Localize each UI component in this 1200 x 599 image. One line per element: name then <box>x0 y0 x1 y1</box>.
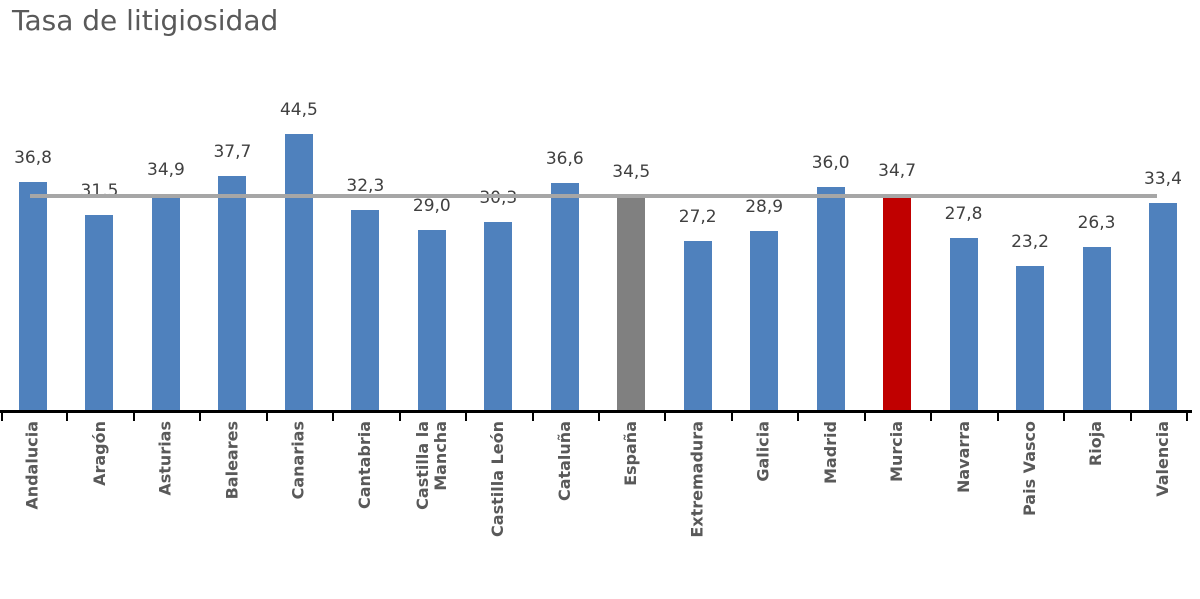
axis-tick <box>265 413 268 421</box>
bar-value-label: 44,5 <box>279 100 318 121</box>
category-label: Aragón <box>89 421 109 486</box>
bar <box>284 134 313 410</box>
bar-value-label: 37,7 <box>213 142 252 163</box>
bar <box>550 183 579 410</box>
axis-tick <box>332 413 335 421</box>
axis-tick <box>1 413 3 421</box>
category-label: Madrid <box>820 421 840 484</box>
category-label: Cataluña <box>554 421 574 502</box>
bar <box>750 230 779 410</box>
category-label: España <box>621 421 641 486</box>
bar-value-label: 33,4 <box>1144 168 1182 189</box>
bar-value-label: 26,3 <box>1077 212 1116 233</box>
bar <box>484 222 513 410</box>
axis-tick <box>465 413 468 421</box>
axis-tick <box>132 413 135 421</box>
bar <box>1148 202 1177 410</box>
bar-value-label: 28,9 <box>745 196 784 217</box>
axis-tick <box>531 413 534 421</box>
bar <box>949 237 978 410</box>
bar <box>883 194 912 410</box>
axis-tick <box>66 413 69 421</box>
bar <box>351 209 380 410</box>
axis-tick <box>730 413 733 421</box>
category-label: Asturias <box>155 421 175 496</box>
bar <box>417 230 446 410</box>
bar <box>218 176 247 410</box>
bar-value-label: 34,7 <box>878 160 917 181</box>
category-label: Murcia <box>887 421 907 482</box>
category-label: Baleares <box>222 421 242 500</box>
bar-value-label: 29,0 <box>412 196 451 217</box>
bar-value-label: 34,5 <box>612 162 651 183</box>
axis-tick <box>797 413 800 421</box>
bar-value-label: 23,2 <box>1011 232 1049 253</box>
category-label: Valencia <box>1152 421 1172 497</box>
axis-tick <box>996 413 999 421</box>
category-label: Castilla la Mancha <box>412 421 450 510</box>
bar <box>19 181 47 410</box>
bar <box>617 196 646 410</box>
axis-tick <box>199 413 202 421</box>
bar-value-label: 27,8 <box>944 203 983 224</box>
average-line <box>30 194 1157 199</box>
bar-value-label: 36,6 <box>545 149 584 170</box>
bar-value-label: 30,3 <box>479 188 518 209</box>
category-label: Andalucia <box>23 421 42 510</box>
category-label: Extremadura <box>687 421 707 538</box>
axis-tick <box>1129 413 1132 421</box>
bar-value-label: 34,9 <box>147 159 185 180</box>
category-label: Canarias <box>288 421 308 500</box>
bar <box>1016 266 1045 410</box>
axis-tick <box>398 413 401 421</box>
bar <box>816 186 845 410</box>
category-label: Navarra <box>953 421 973 493</box>
axis-tick <box>1063 413 1066 421</box>
bar <box>1082 246 1111 410</box>
category-label: Castilla León <box>488 421 508 537</box>
bar-value-label: 27,2 <box>678 207 717 228</box>
bar <box>85 214 114 410</box>
axis-tick <box>597 413 600 421</box>
bar-value-label: 32,3 <box>346 175 385 196</box>
axis-tick <box>664 413 667 421</box>
x-axis-line <box>0 410 1192 413</box>
axis-tick <box>1186 413 1188 421</box>
bar-value-label: 36,8 <box>14 147 52 168</box>
category-label: Pais Vasco <box>1020 421 1040 516</box>
category-label: Rioja <box>1086 421 1106 467</box>
bar-value-label: 36,0 <box>811 152 850 173</box>
bar <box>151 193 180 410</box>
bar <box>683 241 712 410</box>
category-label: Cantabria <box>355 421 375 509</box>
axis-tick <box>930 413 933 421</box>
category-label: Galicia <box>754 421 774 482</box>
axis-tick <box>863 413 866 421</box>
chart-title: Tasa de litigiosidad <box>12 4 279 37</box>
